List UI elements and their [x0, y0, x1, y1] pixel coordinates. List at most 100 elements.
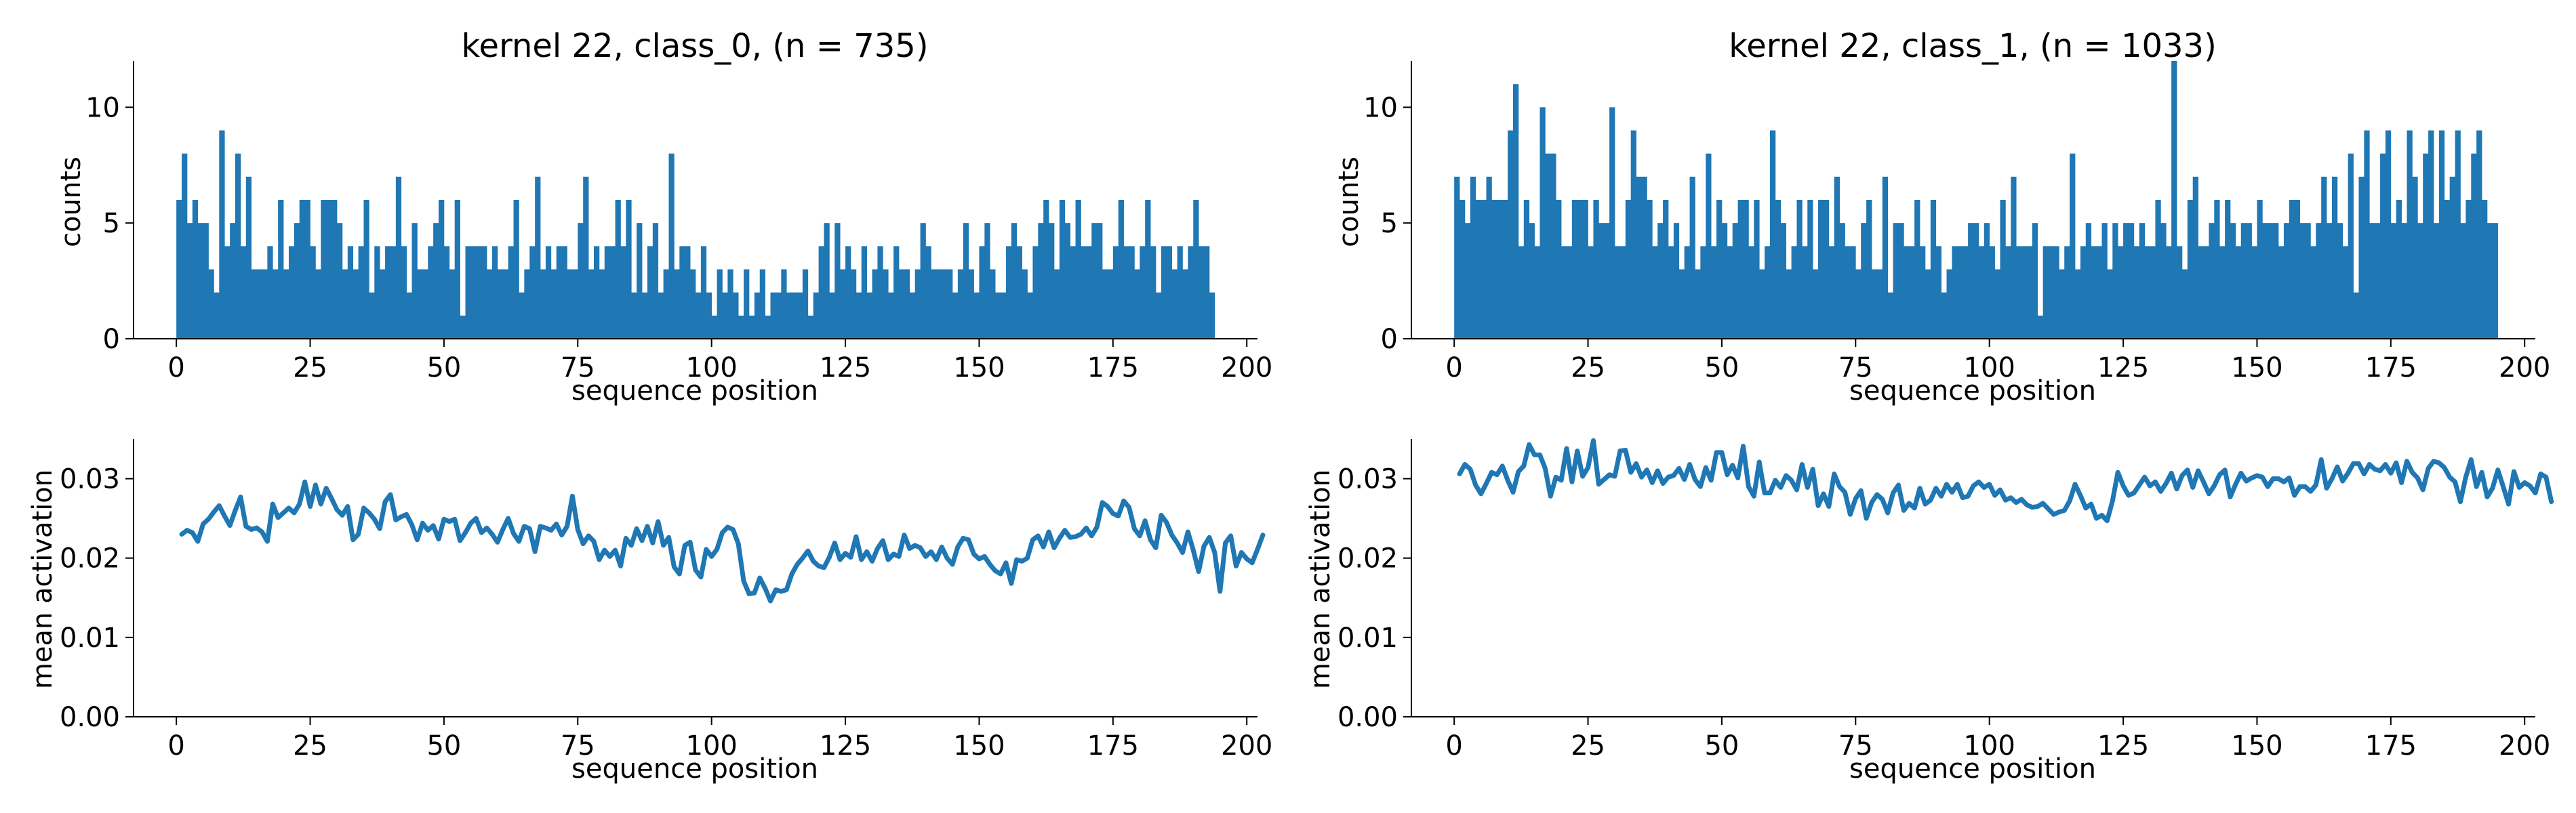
histogram-bar — [1598, 223, 1605, 339]
histogram-bar — [374, 246, 380, 339]
histogram-bar — [631, 292, 637, 339]
histogram-bar — [690, 269, 696, 339]
histogram-bar — [1963, 246, 1969, 339]
x-tick-label: 150 — [2231, 352, 2282, 383]
histogram-bar — [1534, 246, 1540, 339]
histogram-bar — [1049, 223, 1055, 339]
x-tick-label: 175 — [2365, 352, 2417, 383]
histogram-bar — [883, 269, 889, 339]
histogram-bar — [2155, 200, 2161, 339]
histogram-panel-class-1: kernel 22, class_1, (n = 1033) 0 25 50 75 10… — [1333, 27, 2550, 406]
histogram-bar — [1097, 223, 1103, 339]
histogram-bar — [2257, 200, 2263, 339]
y-tick-label: 0 — [103, 324, 120, 355]
histogram-bar — [1909, 246, 1915, 339]
x-tick-label: 175 — [1087, 730, 1139, 762]
histogram-bar — [2358, 176, 2364, 339]
histogram-bar — [914, 269, 921, 339]
histogram-bar — [2230, 223, 2236, 339]
y-tick-label: 10 — [85, 92, 120, 123]
histogram-bar — [1711, 246, 1717, 339]
histogram-bar — [984, 223, 990, 339]
histogram-bar — [738, 315, 744, 339]
histogram-bar — [2299, 223, 2306, 339]
histogram-bar — [1102, 269, 1108, 339]
histogram-bar — [1834, 176, 1840, 339]
histogram-bar — [770, 292, 776, 339]
x-tick-label: 150 — [953, 352, 1005, 383]
histogram-bar — [2192, 176, 2198, 339]
histogram-bar — [353, 269, 359, 339]
histogram-bar — [845, 246, 851, 339]
histogram-bar — [1454, 176, 1460, 339]
x-tick-label: 25 — [1571, 352, 1605, 383]
histogram-bar — [449, 269, 456, 339]
histogram-bar — [540, 269, 546, 339]
histogram-bar — [2294, 200, 2300, 339]
x-tick-label: 75 — [1838, 352, 1873, 383]
histogram-bar — [2085, 223, 2092, 339]
x-tick-label: 75 — [561, 352, 595, 383]
histogram-bar — [1678, 269, 1685, 339]
histogram-bar — [2310, 246, 2316, 339]
histogram-bar — [2021, 246, 2028, 339]
histogram-bar — [1209, 292, 1215, 339]
histogram-bar — [219, 130, 225, 339]
histogram-bar — [2348, 153, 2354, 339]
histogram-bar — [1171, 269, 1178, 339]
histogram-bar — [899, 269, 905, 339]
histogram-bar — [476, 246, 482, 339]
histogram-bar — [2214, 200, 2220, 339]
histogram-bar — [572, 269, 578, 339]
histogram-bar — [748, 315, 755, 339]
histogram-bar — [1134, 269, 1140, 339]
x-tick-label: 0 — [1445, 730, 1462, 762]
histogram-bar — [1887, 292, 1893, 339]
histogram-bar — [2337, 223, 2343, 339]
histogram-bar — [840, 269, 846, 339]
histogram-bar — [990, 269, 996, 339]
histogram-bar — [1807, 200, 1813, 339]
histogram-bar — [401, 246, 407, 339]
histogram-bar — [2396, 200, 2402, 339]
histogram-bar — [417, 269, 423, 339]
x-tick-label: 25 — [293, 352, 327, 383]
x-tick-label: 100 — [1964, 730, 2015, 762]
histogram-bar — [2428, 130, 2434, 339]
histogram-bar — [856, 292, 862, 339]
histogram-bar — [1588, 246, 1594, 339]
x-tick-label: 75 — [561, 730, 595, 762]
histogram-bar — [347, 246, 354, 339]
histogram-bar — [439, 200, 445, 339]
histogram-bar — [2080, 246, 2087, 339]
histogram-bar — [2209, 223, 2215, 339]
histogram-bar — [2331, 176, 2338, 339]
histogram-bar — [182, 153, 188, 339]
y-tick-label: 0 — [1381, 324, 1398, 355]
histogram-bar — [1786, 269, 1792, 339]
histogram-bar — [2423, 153, 2429, 339]
x-tick-label: 125 — [820, 730, 871, 762]
histogram-bar — [176, 200, 182, 339]
panel-title: kernel 22, class_1, (n = 1033) — [1729, 27, 2217, 65]
histogram-bar — [2471, 153, 2477, 339]
histogram-bar — [1475, 200, 1481, 339]
x-tick-label: 200 — [2499, 730, 2550, 762]
histogram-bar — [588, 269, 595, 339]
histogram-bar — [679, 246, 685, 339]
histogram-bar — [2091, 246, 2097, 339]
histogram-bar — [1813, 269, 1819, 339]
histogram-bar — [2455, 130, 2461, 339]
histogram-bar — [973, 292, 980, 339]
histogram-bar — [1140, 246, 1146, 339]
histogram-bar — [968, 269, 974, 339]
histogram-bar — [963, 223, 969, 339]
y-tick-label: 0.02 — [1337, 543, 1398, 575]
y-axis-label: mean activation — [27, 470, 58, 689]
histogram-bar — [583, 176, 589, 339]
histogram-bar — [995, 292, 1001, 339]
histogram-bar — [1845, 246, 1851, 339]
y-tick-label: 0.00 — [60, 702, 120, 733]
histogram-bar — [2492, 223, 2499, 339]
histogram-bar — [744, 269, 750, 339]
